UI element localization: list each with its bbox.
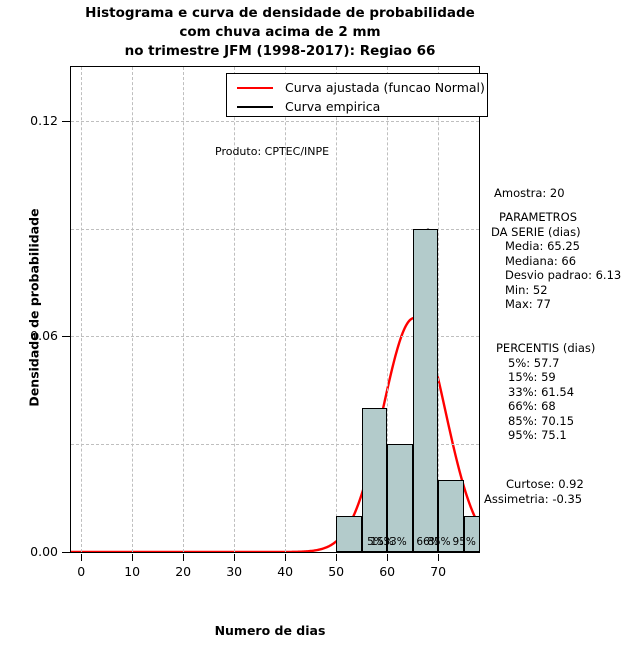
x-axis-tick [183, 554, 185, 561]
legend-label-fitted: Curva ajustada (funcao Normal) [285, 80, 485, 95]
stats-min: Min: 52 [505, 282, 548, 297]
gridline-vertical [81, 67, 83, 552]
percentile-axis-label: 95% [452, 536, 476, 548]
x-axis-tick [387, 554, 389, 561]
stats-mean: Media: 65.25 [505, 239, 580, 253]
produto-annotation: Produto: CPTEC/INPE [215, 145, 330, 158]
legend-line-icon-empirical [237, 105, 273, 108]
y-axis-tick-label: 0.00 [30, 544, 58, 559]
chart-title-line-3: no trimestre JFM (1998-2017): Regiao 66 [124, 43, 436, 59]
chart-title-line-1: Histograma e curva de densidade de proba… [85, 5, 475, 21]
x-axis-tick-label: 30 [226, 564, 243, 579]
gridline-vertical [336, 67, 338, 552]
plot-canvas [71, 67, 479, 552]
y-axis-tick-label: 0.06 [30, 328, 58, 344]
x-axis-tick [81, 554, 83, 561]
stats-max: Max: 77 [505, 297, 551, 311]
x-axis-tick [234, 554, 236, 561]
x-axis-tick [285, 554, 287, 561]
stats-percentiles-header: PERCENTIS (dias) [496, 341, 596, 355]
gridline-horizontal [71, 444, 479, 446]
gridline-vertical [285, 67, 287, 552]
y-axis-tick [62, 120, 70, 122]
stats-moments-block: Curtose: 0.92 Assimetria: -0.35 [484, 477, 584, 506]
stats-parameters-header-1: PARAMETROS [499, 210, 578, 224]
stats-kurtosis: Curtose: 0.92 [506, 477, 584, 491]
histogram-bar [463, 516, 479, 552]
gridline-vertical [438, 67, 440, 552]
gridline-horizontal [71, 228, 479, 230]
gridline-vertical [132, 67, 134, 552]
y-axis-tick [62, 336, 70, 338]
stats-sample: Amostra: 20 [494, 186, 565, 200]
legend-entry-empirical: Curva empirica [227, 97, 487, 116]
stats-percentile-66: 66%: 68 [508, 399, 556, 413]
percentile-axis-label: 33% [383, 536, 407, 548]
x-axis-tick-label: 0 [77, 564, 86, 579]
legend-label-empirical: Curva empirica [285, 99, 381, 114]
histogram-bar [336, 516, 362, 552]
percentile-axis-label: 66% [416, 536, 440, 548]
stats-percentile-33: 33%: 61.54 [508, 384, 575, 399]
chart-title: Histograma e curva de densidade de proba… [0, 4, 560, 61]
x-axis-tick [132, 554, 134, 561]
x-axis-label: Numero de dias [214, 623, 326, 638]
stats-percentile-5: 5%: 57.7 [508, 355, 560, 370]
gridline-vertical [183, 67, 185, 552]
stats-percentile-15: 15%: 59 [508, 370, 556, 384]
x-axis-tick-label: 20 [175, 564, 192, 579]
y-axis-tick [62, 552, 70, 553]
histogram-bar [361, 408, 388, 552]
x-axis-tick-label: 40 [277, 564, 294, 579]
percentile-axis-label: 5% [367, 536, 384, 548]
x-axis-tick-label: 50 [328, 564, 345, 579]
stats-parameters-header-2: DA SERIE (dias) [491, 224, 581, 239]
y-axis-tick-label: 0.12 [30, 112, 58, 128]
legend: Curva ajustada (funcao Normal) Curva emp… [226, 73, 488, 117]
x-axis-tick [438, 554, 440, 561]
stats-std-dev: Desvio padrao: 6.13 [505, 268, 622, 282]
stats-skewness: Assimetria: -0.35 [484, 491, 583, 506]
histogram-bar [412, 228, 439, 552]
chart-title-line-2: com chuva acima de 2 mm [179, 24, 381, 40]
stats-median: Mediana: 66 [505, 253, 577, 268]
gridline-horizontal [71, 336, 479, 338]
y-axis-label: Densidade de probabilidade [26, 208, 42, 407]
histogram-bar [438, 480, 464, 552]
gridline-vertical [387, 67, 389, 552]
fitted-normal-curve [71, 316, 479, 552]
x-axis-tick [336, 554, 338, 561]
plot-area [70, 66, 480, 553]
histogram-bar [387, 444, 413, 552]
stats-parameters-block: PARAMETROS DA SERIE (dias) Media: 65.25 … [491, 210, 621, 312]
x-axis-tick-label: 60 [379, 564, 396, 579]
x-axis-tick-label: 70 [430, 564, 447, 579]
legend-line-icon-fitted [237, 86, 273, 89]
percentile-axis-label: 15% [370, 536, 394, 548]
gridline-vertical [234, 67, 236, 552]
x-axis-tick-label: 10 [124, 564, 141, 579]
legend-entry-fitted: Curva ajustada (funcao Normal) [227, 78, 487, 97]
percentile-axis-label: 85% [427, 536, 451, 548]
stats-percentile-85: 85%: 70.15 [508, 413, 575, 428]
stats-percentile-95: 95%: 75.1 [508, 428, 567, 442]
gridline-horizontal [71, 120, 479, 122]
stats-percentiles-block: PERCENTIS (dias) 5%: 57.7 15%: 59 33%: 6… [496, 341, 595, 443]
